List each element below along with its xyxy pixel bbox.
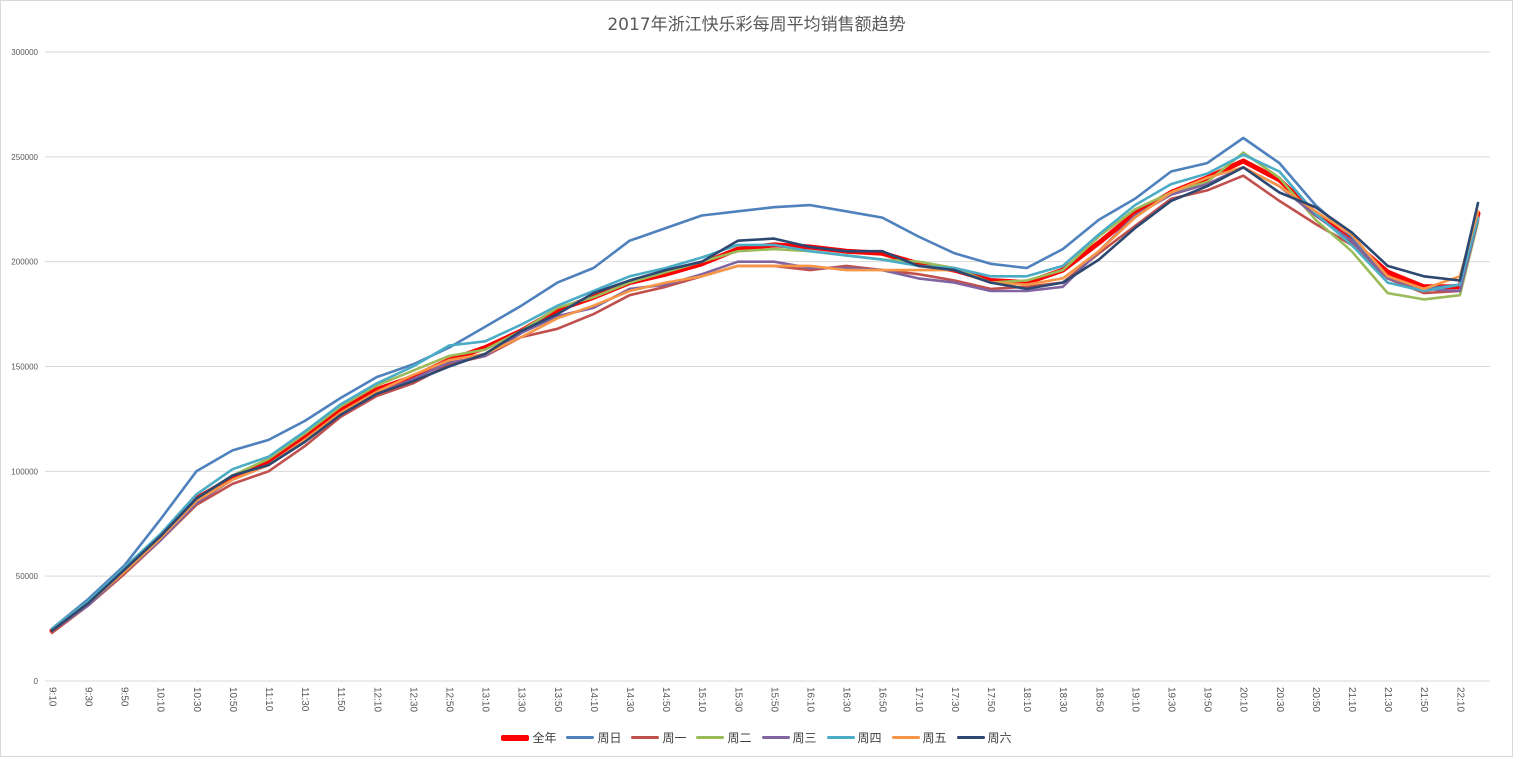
x-tick-label: 13:50 bbox=[552, 687, 563, 712]
x-tick-label: 17:30 bbox=[949, 687, 960, 712]
x-tick-label: 14:30 bbox=[624, 687, 635, 712]
legend-label: 周五 bbox=[922, 731, 947, 745]
x-tick-label: 9:50 bbox=[119, 687, 130, 707]
x-tick-label: 14:50 bbox=[660, 687, 671, 712]
x-tick-label: 10:50 bbox=[227, 687, 238, 712]
x-tick-label: 15:10 bbox=[696, 687, 707, 712]
x-tick-label: 19:10 bbox=[1129, 687, 1140, 712]
x-tick-label: 13:30 bbox=[516, 687, 527, 712]
x-tick-label: 18:30 bbox=[1057, 687, 1068, 712]
x-tick-label: 12:30 bbox=[407, 687, 418, 712]
x-tick-label: 12:50 bbox=[443, 687, 454, 712]
x-tick-label: 21:30 bbox=[1382, 687, 1393, 712]
y-tick-label: 100000 bbox=[11, 467, 38, 476]
x-tick-label: 11:10 bbox=[263, 687, 274, 712]
x-tick-label: 21:10 bbox=[1346, 687, 1357, 712]
x-tick-label: 19:30 bbox=[1165, 687, 1176, 712]
x-tick-label: 9:30 bbox=[82, 687, 93, 707]
x-tick-label: 17:50 bbox=[985, 687, 996, 712]
legend-label: 全年 bbox=[532, 731, 557, 745]
x-tick-label: 17:10 bbox=[913, 687, 924, 712]
legend-swatch bbox=[566, 736, 595, 739]
y-tick-label: 250000 bbox=[11, 153, 38, 162]
series-line-周三 bbox=[50, 166, 1480, 633]
x-tick-label: 11:50 bbox=[335, 687, 346, 712]
legend-label: 周四 bbox=[857, 731, 882, 745]
x-tick-label: 11:30 bbox=[299, 687, 310, 712]
legend-label: 周六 bbox=[987, 731, 1012, 745]
legend-swatch bbox=[891, 736, 920, 739]
x-tick-label: 16:50 bbox=[877, 687, 888, 712]
x-tick-label: 18:50 bbox=[1093, 687, 1104, 712]
chart-title: 2017年浙江快乐彩每周平均销售额趋势 bbox=[607, 15, 906, 35]
x-tick-label: 20:50 bbox=[1310, 687, 1321, 712]
x-tick-label: 15:50 bbox=[768, 687, 779, 712]
legend-swatch bbox=[956, 736, 985, 739]
x-tick-label: 15:30 bbox=[732, 687, 743, 712]
x-tick-label: 9:10 bbox=[46, 687, 57, 707]
x-tick-label: 18:10 bbox=[1021, 687, 1032, 712]
x-tick-label: 20:30 bbox=[1274, 687, 1285, 712]
legend-swatch bbox=[761, 736, 790, 739]
y-tick-label: 50000 bbox=[16, 572, 39, 581]
legend-item: 周二 bbox=[696, 729, 752, 746]
legend-item: 全年 bbox=[501, 729, 556, 746]
x-tick-label: 12:10 bbox=[371, 687, 382, 712]
legend-swatch bbox=[631, 736, 660, 739]
legend-item: 周六 bbox=[956, 729, 1012, 746]
x-tick-label: 10:10 bbox=[155, 687, 166, 712]
legend-label: 周二 bbox=[727, 731, 752, 745]
x-tick-label: 20:10 bbox=[1238, 687, 1249, 712]
x-tick-label: 19:50 bbox=[1202, 687, 1213, 712]
legend-item: 周一 bbox=[631, 729, 686, 746]
y-tick-label: 150000 bbox=[11, 363, 38, 372]
legend-label: 周日 bbox=[597, 731, 622, 745]
legend-item: 周五 bbox=[891, 729, 947, 746]
series-line-周五 bbox=[50, 166, 1480, 633]
y-tick-label: 0 bbox=[34, 677, 39, 686]
x-tick-label: 16:30 bbox=[841, 687, 852, 712]
legend-swatch bbox=[696, 736, 725, 739]
x-tick-label: 13:10 bbox=[480, 687, 491, 712]
series-line-周四 bbox=[50, 153, 1480, 630]
series-line-全年 bbox=[49, 158, 1481, 634]
x-tick-label: 10:30 bbox=[191, 687, 202, 712]
y-tick-label: 200000 bbox=[11, 258, 38, 267]
legend-swatch bbox=[826, 736, 855, 739]
x-tick-label: 16:10 bbox=[804, 687, 815, 712]
series-line-周六 bbox=[50, 166, 1480, 633]
legend-item: 周三 bbox=[761, 729, 817, 746]
legend-item: 周日 bbox=[566, 729, 621, 746]
legend-swatch bbox=[501, 734, 530, 741]
legend-item: 周四 bbox=[826, 729, 882, 746]
x-tick-label: 22:10 bbox=[1454, 687, 1465, 712]
legend-label: 周一 bbox=[662, 731, 687, 745]
series-line-周二 bbox=[50, 151, 1480, 633]
legend-label: 周三 bbox=[792, 731, 817, 745]
x-tick-label: 14:10 bbox=[588, 687, 599, 712]
x-tick-label: 21:50 bbox=[1418, 687, 1429, 712]
series-line-周日 bbox=[50, 136, 1480, 630]
legend: 全年 周日 周一 周二 周三 周四 周五 周六 bbox=[0, 729, 1513, 746]
y-tick-label: 300000 bbox=[11, 48, 38, 57]
